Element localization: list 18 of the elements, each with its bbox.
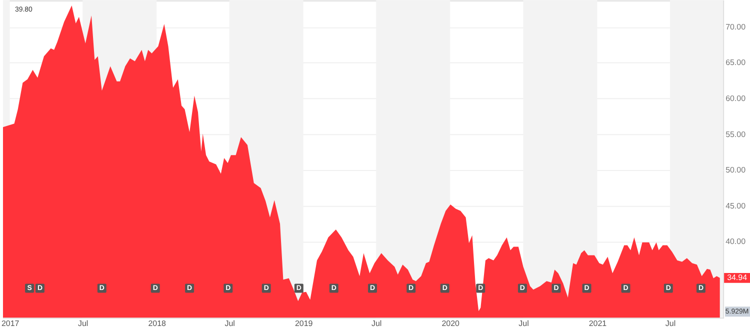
y-tick-label: 40.00 <box>726 237 746 246</box>
y-tick-label: 70.00 <box>726 22 746 32</box>
x-tick-label: Jul <box>518 319 530 328</box>
y-tick-label: 65.00 <box>726 58 746 68</box>
x-tick-label: Jul <box>372 319 382 328</box>
annotation: 34.94 <box>727 272 748 282</box>
x-tick-label: Jul <box>78 319 88 328</box>
x-tick-label: 2019 <box>294 319 314 328</box>
x-tick-label: 2021 <box>588 319 608 328</box>
y-tick-label: 55.00 <box>726 130 746 139</box>
x-tick-label: Jul <box>224 319 236 328</box>
y-tick-label: 50.00 <box>726 166 746 175</box>
x-tick-label: 2018 <box>148 319 167 328</box>
x-tick-label: 2017 <box>1 319 20 328</box>
y-tick-label: 45.00 <box>726 201 746 210</box>
x-tick-label: Jul <box>665 319 676 328</box>
x-tick-label: 2020 <box>442 319 460 328</box>
y-tick-label: 60.00 <box>726 94 746 104</box>
